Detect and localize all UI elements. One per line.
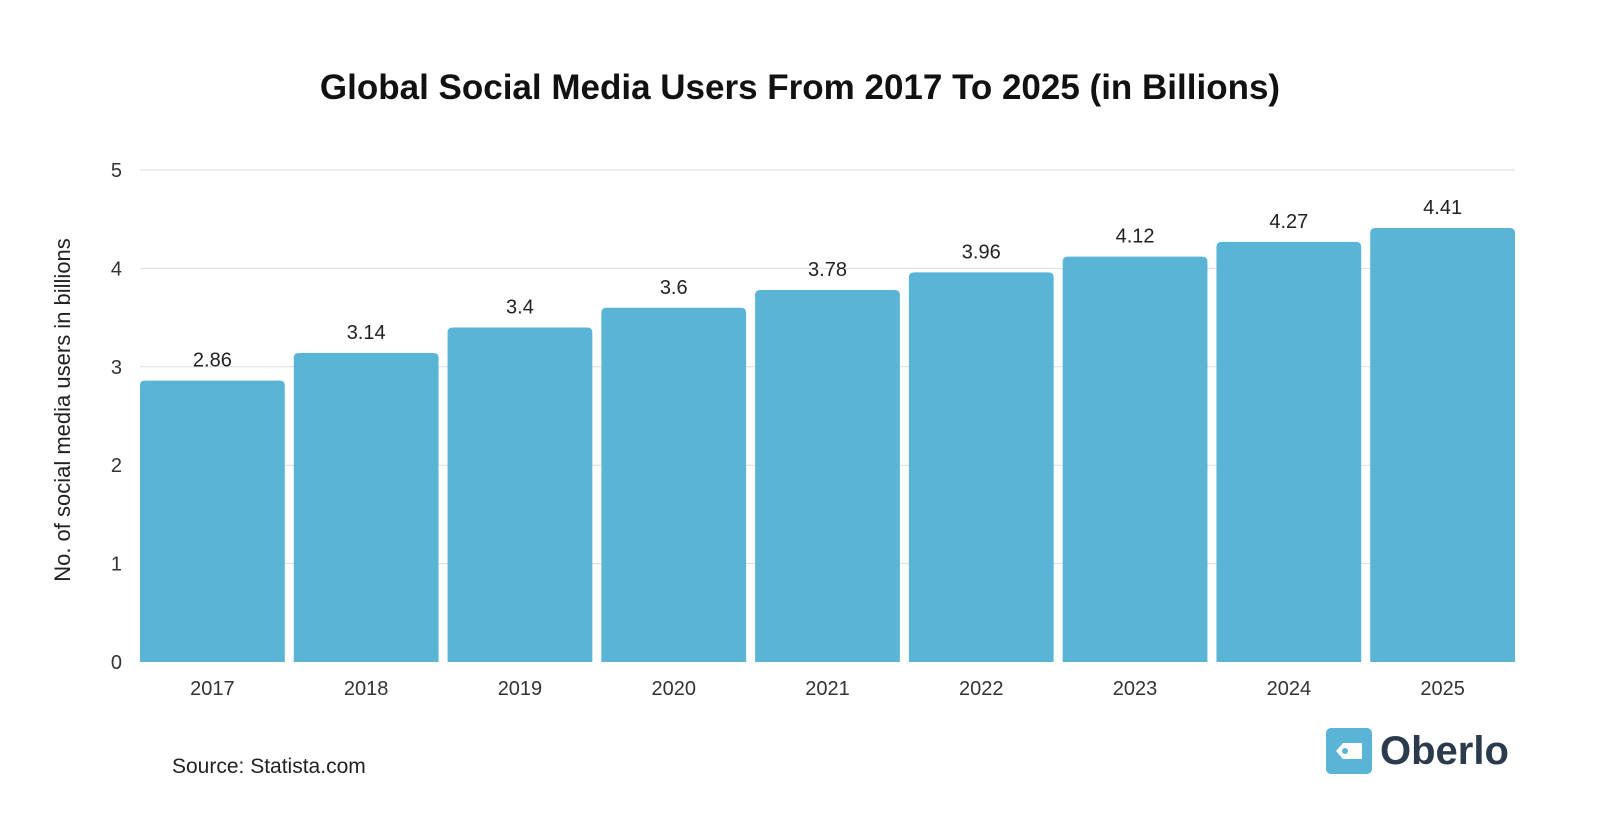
bar-2017 [140, 380, 285, 662]
data-label: 2.86 [193, 350, 232, 372]
y-tick-label: 1 [111, 554, 122, 576]
data-label: 3.96 [962, 241, 1001, 263]
x-tick-label: 2023 [1113, 678, 1158, 700]
data-label: 4.27 [1269, 211, 1308, 233]
x-tick-label: 2024 [1267, 678, 1312, 700]
chart-title: Global Social Media Users From 2017 To 2… [319, 68, 1281, 107]
data-label: 3.14 [347, 322, 386, 344]
oberlo-logo: Oberlo [1326, 728, 1509, 774]
bar-2021 [755, 290, 900, 662]
data-label: 3.6 [660, 277, 688, 299]
bar-2018 [293, 353, 439, 662]
x-tick-label: 2017 [190, 678, 235, 700]
data-label: 4.41 [1423, 197, 1462, 219]
x-tick-label: 2022 [959, 678, 1004, 700]
bar-2023 [1062, 256, 1208, 662]
bar-2019 [447, 327, 593, 662]
data-label: 4.12 [1116, 226, 1155, 248]
y-tick-label: 5 [111, 160, 122, 182]
x-tick-label: 2025 [1420, 678, 1465, 700]
y-tick-label: 2 [111, 455, 122, 477]
y-tick-label: 3 [111, 357, 122, 379]
logo-text: Oberlo [1380, 728, 1509, 773]
bar-2020 [601, 307, 747, 662]
y-tick-label: 4 [111, 258, 122, 280]
bar-2025 [1370, 228, 1515, 662]
x-tick-label: 2020 [651, 678, 696, 700]
bar-2022 [908, 272, 1054, 662]
bar-2024 [1216, 241, 1362, 662]
x-tick-label: 2021 [805, 678, 850, 700]
y-tick-label: 0 [111, 652, 122, 674]
data-label: 3.4 [506, 296, 534, 318]
data-label: 3.78 [808, 259, 847, 281]
x-tick-label: 2019 [498, 678, 543, 700]
source-note: Source: Statista.com [172, 755, 366, 778]
tag-icon [1326, 728, 1372, 774]
x-tick-label: 2018 [344, 678, 389, 700]
